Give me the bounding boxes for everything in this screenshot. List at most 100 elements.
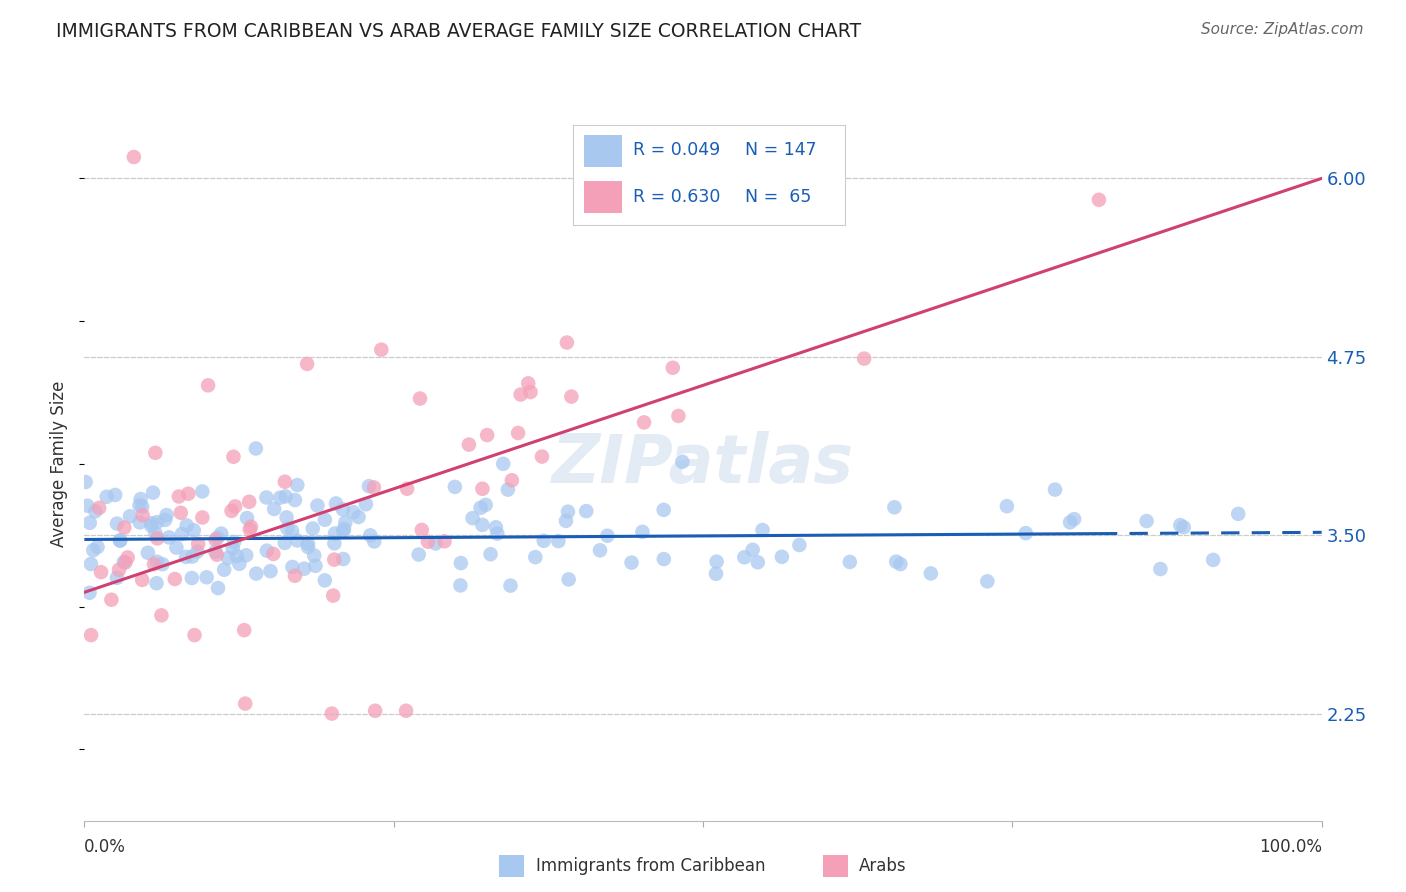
Point (547, 534, 569, 549)
Point (509, 387, 531, 401)
Point (530, 450, 553, 464)
Point (84, 504, 107, 518)
Point (332, 552, 354, 566)
Point (295, 357, 318, 371)
Point (197, 378, 219, 392)
Point (671, 455, 693, 469)
Point (1173, 520, 1195, 534)
Point (142, 485, 165, 500)
Point (323, 552, 346, 566)
Point (323, 526, 346, 541)
Point (363, 480, 385, 494)
Point (285, 533, 308, 548)
Point (212, 563, 235, 577)
Point (114, 555, 136, 569)
Point (557, 505, 579, 519)
Point (183, 628, 205, 642)
Text: R = 0.630: R = 0.630 (633, 188, 720, 206)
Point (75, 475, 97, 489)
Point (209, 526, 232, 541)
Point (79, 516, 101, 530)
Point (145, 526, 167, 541)
Point (284, 569, 307, 583)
Point (155, 508, 177, 522)
Point (501, 473, 523, 487)
Point (425, 536, 447, 550)
Point (128, 498, 150, 512)
Point (157, 530, 180, 544)
Point (485, 520, 508, 534)
Point (217, 551, 239, 566)
Point (304, 549, 326, 563)
Point (411, 523, 433, 537)
Point (652, 503, 675, 517)
Point (461, 511, 484, 525)
Point (80, 557, 103, 571)
Point (263, 502, 285, 516)
Point (259, 564, 281, 578)
Point (105, 516, 128, 531)
Point (163, 572, 186, 586)
Point (129, 491, 152, 506)
Point (884, 555, 907, 569)
Point (471, 517, 494, 532)
Point (751, 523, 773, 537)
Point (770, 549, 793, 564)
Point (499, 579, 522, 593)
Point (170, 506, 193, 520)
Point (177, 486, 200, 500)
Point (108, 533, 131, 548)
Point (233, 697, 256, 711)
Point (233, 623, 256, 637)
Point (122, 150, 145, 164)
Point (276, 510, 298, 524)
Point (100, 592, 122, 607)
Point (620, 556, 643, 570)
Text: R = 0.049: R = 0.049 (633, 141, 720, 160)
Point (131, 500, 153, 514)
Point (89, 500, 111, 515)
Point (235, 548, 257, 562)
Point (325, 496, 347, 510)
Point (333, 522, 356, 536)
Point (747, 555, 769, 569)
Point (976, 574, 998, 589)
Point (370, 343, 392, 357)
Point (245, 566, 267, 581)
Point (152, 557, 174, 571)
Point (274, 536, 297, 550)
Point (416, 534, 439, 549)
Point (342, 505, 364, 519)
Y-axis label: Average Family Size: Average Family Size (51, 381, 69, 547)
Point (256, 543, 278, 558)
Text: N =  65: N = 65 (745, 188, 811, 206)
Point (245, 442, 267, 456)
Point (557, 573, 579, 587)
Point (128, 516, 150, 530)
Text: N = 147: N = 147 (745, 141, 817, 160)
Point (204, 533, 226, 547)
Point (207, 581, 229, 595)
Point (741, 542, 763, 557)
Point (1015, 526, 1038, 541)
Point (108, 563, 131, 577)
Point (221, 504, 243, 518)
Point (307, 499, 329, 513)
Point (1149, 562, 1171, 576)
Point (165, 541, 187, 555)
Point (145, 576, 167, 591)
Text: ZIPatlas: ZIPatlas (553, 431, 853, 497)
Point (281, 560, 304, 574)
Point (883, 500, 905, 515)
Point (222, 541, 245, 556)
Point (920, 566, 942, 581)
Point (789, 538, 811, 552)
Bar (583, 181, 621, 213)
Point (195, 570, 218, 584)
Point (363, 534, 385, 549)
Text: Immigrants from Caribbean: Immigrants from Caribbean (536, 857, 765, 875)
Point (496, 483, 519, 497)
Point (239, 522, 262, 536)
Point (533, 533, 555, 548)
Point (131, 508, 153, 523)
